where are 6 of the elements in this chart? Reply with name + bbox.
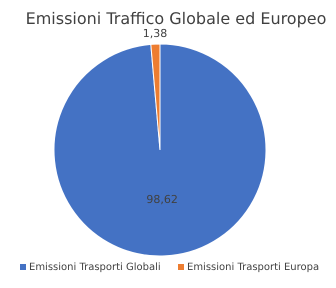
pie-slice — [54, 44, 266, 256]
data-label: 98,62 — [146, 192, 178, 206]
chart-title: Emissioni Traffico Globale ed Europeo — [26, 9, 326, 28]
legend-label: Emissioni Trasporti Globali — [29, 262, 161, 273]
data-label: 1,38 — [142, 27, 168, 40]
legend-label: Emissioni Trasporti Europa — [187, 262, 320, 273]
